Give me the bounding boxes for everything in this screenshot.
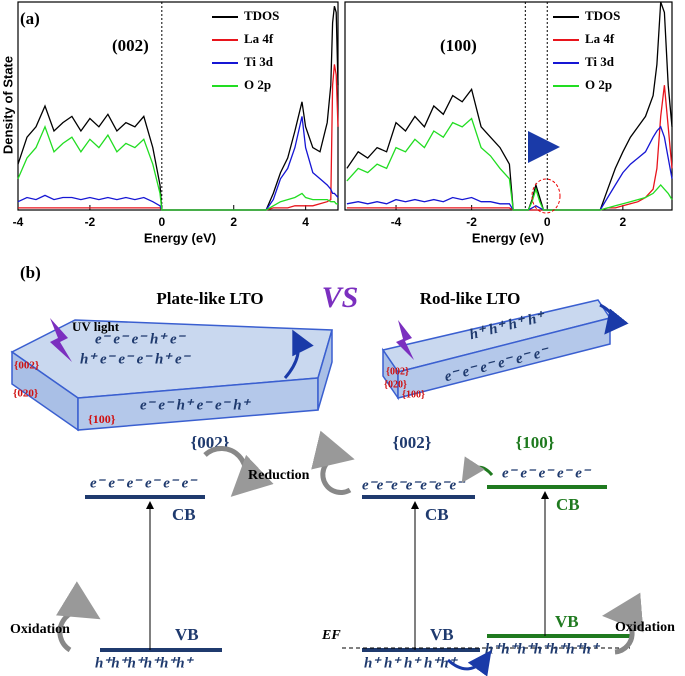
facet: {020} [384,379,407,390]
vs: VS [322,281,359,314]
carriers: e⁻ e⁻ h⁺ e⁻ e⁻ h⁺ [140,397,252,413]
electrons: e⁻ e⁻ e⁻ e⁻ e⁻ e⁻ [90,475,198,491]
x-axis-label: Energy (eV) [472,230,544,245]
dos-line [17,116,339,211]
vb-label: VB [175,625,199,644]
transfer-arrow [446,650,492,676]
x-tick-label: 2 [620,215,627,229]
slab-end [317,329,333,411]
light-bolt [396,320,414,360]
light-label: UV light [72,319,120,334]
x-tick-label: -4 [13,215,24,229]
x-axis-label: Energy (eV) [144,230,216,245]
facet: {002} [386,366,409,377]
holes: h⁺ h⁺ h⁺ h⁺h⁺ [364,655,459,671]
x-tick-label: -2 [85,215,96,229]
oxidation: Oxidation [615,620,675,635]
plot-frame [344,1,673,211]
annotation: (002) [112,36,149,55]
oxidation: Oxidation [10,622,70,637]
legend-label: Ti 3d [585,54,615,69]
facet: {100} [88,412,116,426]
title: Rod-like LTO [420,289,521,308]
electrons: e⁻e⁻e⁻e⁻e⁻e⁻e⁻ [362,477,466,493]
holes: h⁺h⁺h⁺h⁺h⁺h⁺h⁺ [485,641,601,657]
title: Plate-like LTO [156,289,263,308]
vb-label: VB [430,625,454,644]
cb-label: CB [556,495,580,514]
transfer-arrow [599,303,629,335]
holes: h⁺h⁺h⁺h⁺h⁺h⁺ [95,655,195,671]
dos-panels: -4 -2 0 2 4 TDOS La 4f Ti 3d O 2p -4 -2 0 2 TDOS La 4f… [13,1,673,229]
cb-label: CB [425,505,449,524]
legend-label: O 2p [585,77,612,92]
x-tick-label: 2 [230,215,237,229]
legend-label: La 4f [585,31,615,46]
legend-label: O 2p [244,77,271,92]
legend-label: TDOS [585,8,620,23]
reduction: Reduction [248,468,310,483]
dos-line [17,125,338,211]
facet-title: {002} [393,433,432,452]
x-tick-label: 0 [158,215,165,229]
electrons: e⁻ e⁻ e⁻ e⁻ e⁻ [502,465,592,481]
oxidation-arrow [55,581,101,653]
plot-frame [17,1,339,211]
y-axis-label: Density of State [0,56,15,154]
highlight [531,178,561,214]
transfer-arrow [461,456,494,484]
x-tick-label: 0 [544,215,551,229]
facet-title: {100} [516,433,555,452]
legend-label: La 4f [244,31,274,46]
dos-line [17,6,339,211]
facet: {002} [14,360,39,372]
dos-line [346,117,673,211]
reduction-arrow [203,446,274,497]
legend-label: TDOS [244,8,279,23]
facet: {100} [402,389,425,400]
x-tick-label: 4 [302,215,309,229]
vb-label: VB [555,612,579,631]
legend-label: Ti 3d [244,54,274,69]
light-bolt [50,318,72,362]
facet: {020} [13,388,38,400]
slab-front [397,317,611,399]
carriers: e⁻ e⁻ e⁻ h⁺ e⁻ [95,331,187,347]
carriers: h⁺ e⁻ e⁻ e⁻ h⁺ e⁻ [80,351,192,367]
annotation: (100) [440,36,477,55]
schematic: (b) Plate-like LTO VS Rod-like LTO UV li… [10,263,675,676]
transfer-arrow [283,329,314,379]
oxidation-arrow [602,592,644,655]
reduction-arrow [311,430,355,495]
panel-label: (a) [20,9,40,28]
x-tick-label: -4 [391,215,402,229]
dos-line [18,64,339,211]
x-tick-label: -2 [466,215,477,229]
fermi-label: EF [321,628,341,643]
cb-label: CB [172,505,196,524]
panel-label: (b) [20,263,41,282]
